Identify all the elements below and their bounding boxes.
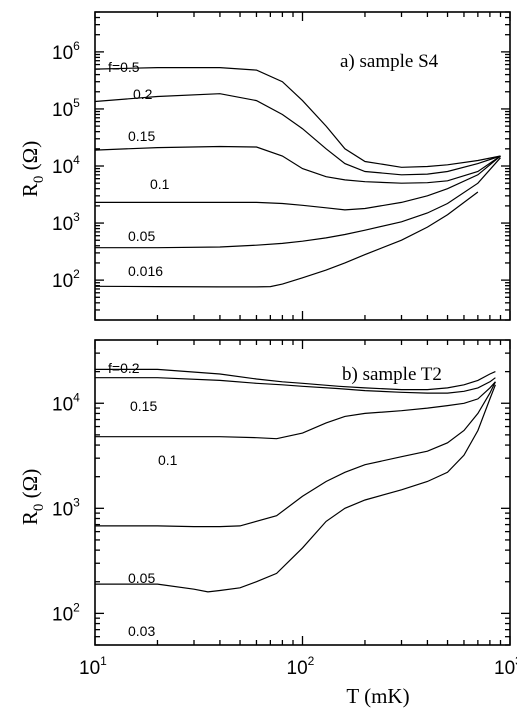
panel-b-label: b) sample T2 [342, 364, 442, 385]
panel-a-y-tick-labels: 102 103 104 105 106 [52, 39, 80, 292]
y-tick-label: 105 [52, 96, 80, 121]
panel-b-x-tick-labels: 101 102 103 [79, 654, 517, 679]
panel-b-y-axis-title-text: R0 (Ω) [18, 469, 47, 525]
svg-text:R0 (Ω): R0 (Ω) [18, 141, 47, 197]
series-label-1: f=0.5 [108, 59, 140, 75]
panel-b-y-tick-labels: 102 103 104 [52, 390, 80, 625]
series-line-2 [94, 93, 501, 176]
series-line-3 [94, 145, 501, 184]
svg-text:R0 (Ω): R0 (Ω) [18, 469, 47, 525]
series-line-4 [95, 155, 501, 211]
panel-b-curves [95, 368, 496, 593]
series-label-6: 0.016 [128, 263, 163, 279]
series-line-5 [95, 384, 496, 593]
series-line-6 [94, 191, 479, 288]
x-tick-label: 103 [494, 654, 517, 679]
series-label-5: 0.05 [128, 228, 155, 244]
x-tick-label: 101 [79, 654, 107, 679]
series-label-3: 0.1 [158, 452, 178, 468]
series-label-1: f=0.2 [108, 360, 140, 376]
panel-b-y-axis-title: R0 (Ω) [18, 469, 47, 525]
y-tick-label: 103 [52, 210, 80, 235]
panel-a-curves [94, 67, 501, 288]
series-line-3 [95, 381, 496, 440]
series-label-3: 0.15 [128, 128, 155, 144]
y-tick-label: 102 [52, 600, 80, 625]
x-axis-title: T (mK) [346, 684, 409, 708]
series-label-5: 0.03 [128, 623, 155, 639]
series-line-1 [95, 368, 496, 391]
panel-b-curve-labels: f=0.2 0.15 0.1 0.05 0.03 [108, 360, 178, 639]
series-line-4 [95, 381, 496, 528]
panel-a-ticks [94, 11, 511, 321]
panel-b-ticks [94, 339, 511, 646]
panel-a-chart: 102 103 104 105 106 f=0.5 0.2 0.15 0.1 0.05 0.016… [18, 11, 511, 321]
panel-a-y-axis-title-text: R0 (Ω) [18, 141, 47, 197]
series-label-4: 0.1 [150, 176, 170, 192]
y-tick-label: 102 [52, 267, 80, 292]
series-label-4: 0.05 [128, 570, 155, 586]
series-label-2: 0.15 [130, 398, 157, 414]
series-line-2 [95, 377, 496, 394]
panel-a-y-axis-title: R0 (Ω) [18, 141, 47, 197]
y-tick-label: 104 [52, 390, 80, 415]
panel-a-curve-labels: f=0.5 0.2 0.15 0.1 0.05 0.016 [108, 59, 170, 279]
series-label-2: 0.2 [133, 86, 153, 102]
x-tick-label: 102 [287, 654, 315, 679]
panel-b-chart: 102 103 104 101 102 103 f=0.2 0.15 0.1 0.05 0.03… [18, 339, 517, 708]
panel-a-label: a) sample S4 [340, 51, 439, 72]
series-line-5 [95, 157, 501, 249]
series-line-1 [94, 67, 501, 168]
y-tick-label: 103 [52, 495, 80, 520]
y-tick-label: 106 [52, 39, 80, 64]
y-tick-label: 104 [52, 153, 80, 178]
